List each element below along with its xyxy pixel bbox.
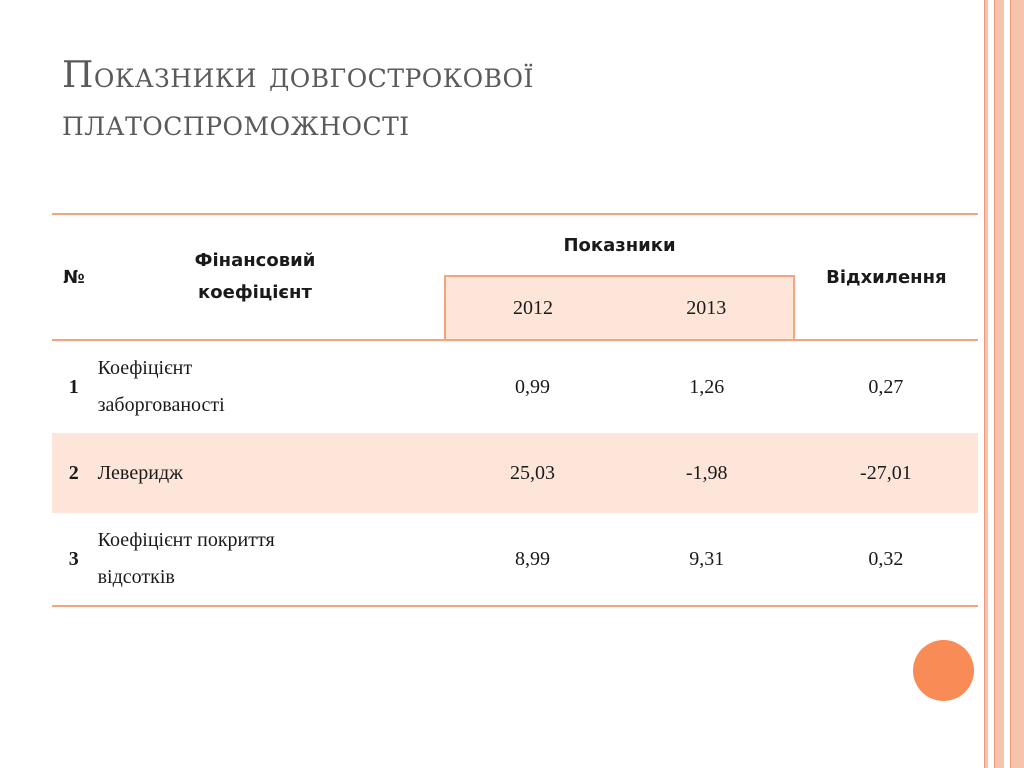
border-line	[984, 0, 985, 768]
border-line	[1010, 0, 1011, 768]
header-year-2012: 2012	[444, 275, 620, 341]
slide-title-line1: Показники довгострокової	[62, 55, 534, 96]
row-ratio-name-line1: Коефіцієнт	[97, 357, 193, 379]
border-stripe	[1004, 0, 1010, 768]
table-row: 1 Коефіцієнт заборгованості 0,99 1,26 0,…	[52, 340, 978, 433]
header-financial-ratio-line2: коефіцієнт	[198, 282, 312, 303]
row-ratio-name-line2: заборгованості	[97, 394, 225, 416]
row-number: 1	[68, 375, 79, 398]
indicators-table: № Фінансовий коефіцієнт Показники Відхил…	[52, 213, 978, 607]
slide-title-line2: платоспроможності	[62, 103, 410, 144]
row-deviation: -27,01	[793, 433, 978, 513]
row-ratio-name-line1: Левeридж	[97, 461, 183, 484]
border-stripe	[1010, 0, 1024, 768]
header-financial-ratio-line1: Фінансовий	[194, 250, 316, 271]
header-indicators-group: Показники	[563, 234, 676, 256]
row-number: 3	[68, 547, 79, 570]
decorative-circle	[913, 640, 974, 701]
border-stripe	[984, 0, 988, 768]
header-deviation: Відхилення	[793, 214, 978, 341]
row-value-2012: 0,99	[515, 375, 551, 398]
row-value-2013: 1,26	[689, 375, 725, 398]
row-value-2012: 8,99	[515, 547, 551, 570]
row-number: 2	[52, 433, 96, 513]
row-deviation: 0,32	[868, 547, 904, 570]
header-year-2013: 2013	[619, 275, 795, 341]
row-ratio-name: Коефіцієнт покриття відсотків	[96, 513, 446, 606]
row-ratio-name-line1: Коефіцієнт покриття	[97, 529, 275, 551]
row-value-2013: -1,98	[619, 433, 794, 513]
row-value-2012: 25,03	[445, 433, 620, 513]
row-ratio-name: Коефіцієнт заборгованості	[96, 340, 446, 433]
row-value-2013: 9,31	[689, 547, 725, 570]
slide-title: Показники довгострокової платоспроможнос…	[62, 52, 962, 148]
header-number: №	[52, 214, 96, 341]
table-header-row: № Фінансовий коефіцієнт Показники Відхил…	[52, 214, 978, 341]
header-financial-ratio: Фінансовий коефіцієнт	[95, 214, 446, 341]
row-ratio-name-line2: відсотків	[97, 566, 175, 588]
border-stripe	[988, 0, 994, 768]
border-line	[994, 0, 995, 768]
table-row: 3 Коефіцієнт покриття відсотків 8,99 9,3…	[52, 513, 978, 606]
border-stripe	[994, 0, 1004, 768]
row-deviation: 0,27	[868, 375, 904, 398]
table-subheader-row: 2012 2013	[52, 275, 978, 341]
table-row: 2 Левeридж 25,03 -1,98 -27,01	[52, 433, 978, 513]
row-ratio-name: Левeридж	[95, 433, 446, 513]
